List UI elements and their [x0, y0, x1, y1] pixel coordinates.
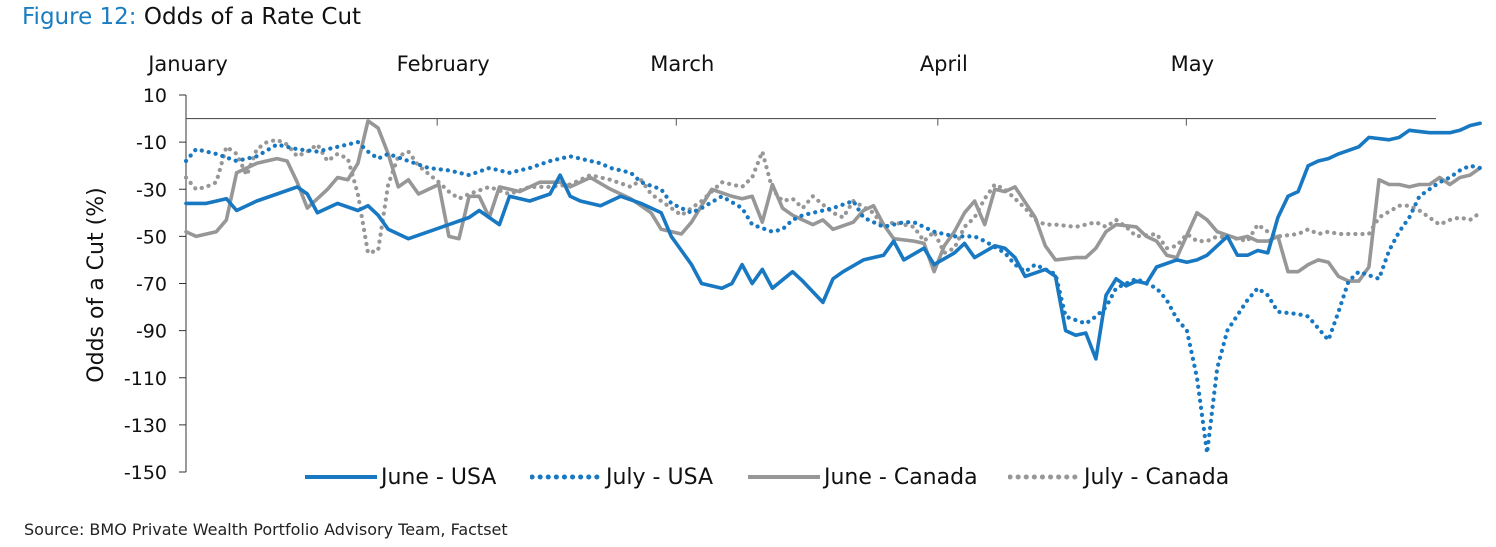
month-label-february: February: [397, 52, 490, 76]
y-tick-label: -150: [124, 462, 167, 484]
month-labels: January February March April May: [146, 52, 1214, 76]
legend-june-canada: June - Canada: [748, 462, 978, 492]
y-tick-label: -10: [136, 132, 167, 154]
figure-label: Figure 12:: [22, 4, 137, 30]
series-layer: [183, 119, 1483, 456]
line-chart: January February March April May 10 -10 -30 -50…: [84, 52, 1483, 484]
y-tick-label: 10: [143, 85, 167, 107]
month-label-january: January: [146, 52, 228, 76]
y-axis-label: Odds of a Cut (%): [84, 187, 109, 382]
series-line-june-canada: [184, 119, 1482, 283]
legend-july-usa: July - USA: [530, 462, 713, 492]
legend-label-june-canada: June - Canada: [824, 464, 978, 490]
y-axis: 10 -10 -30 -50 -70 -90 -110 -130 -150: [124, 85, 187, 484]
month-label-may: May: [1171, 52, 1214, 76]
legend-swatch-july-usa: [530, 474, 602, 480]
y-tick-label: -30: [136, 179, 167, 201]
month-label-march: March: [650, 52, 714, 76]
legend-swatch-june-usa: [305, 475, 377, 479]
y-tick-label: -70: [136, 274, 167, 296]
y-tick-label: -50: [136, 226, 167, 248]
legend-july-canada: July - Canada: [1008, 462, 1229, 492]
x-axis: [186, 117, 1436, 126]
series-line-july-usa: [183, 140, 1483, 456]
legend-swatch-july-canada: [1008, 474, 1080, 480]
figure-title: Odds of a Rate Cut: [143, 4, 362, 30]
y-tick-label: -110: [124, 368, 167, 390]
source-note: Source: BMO Private Wealth Portfolio Adv…: [24, 520, 508, 539]
legend-label-july-canada: July - Canada: [1084, 464, 1230, 490]
y-tick-label: -90: [136, 321, 167, 343]
legend-label-july-usa: July - USA: [606, 464, 714, 490]
series-line-july-canada: [183, 137, 1483, 255]
figure-heading: Figure 12: Odds of a Rate Cut: [22, 4, 361, 30]
legend-swatch-june-canada: [748, 475, 820, 479]
y-tick-label: -130: [124, 415, 167, 437]
legend-june-usa: June - USA: [305, 462, 496, 492]
month-label-april: April: [920, 52, 968, 76]
legend-label-june-usa: June - USA: [381, 464, 497, 490]
series-line-june-usa: [184, 121, 1482, 361]
